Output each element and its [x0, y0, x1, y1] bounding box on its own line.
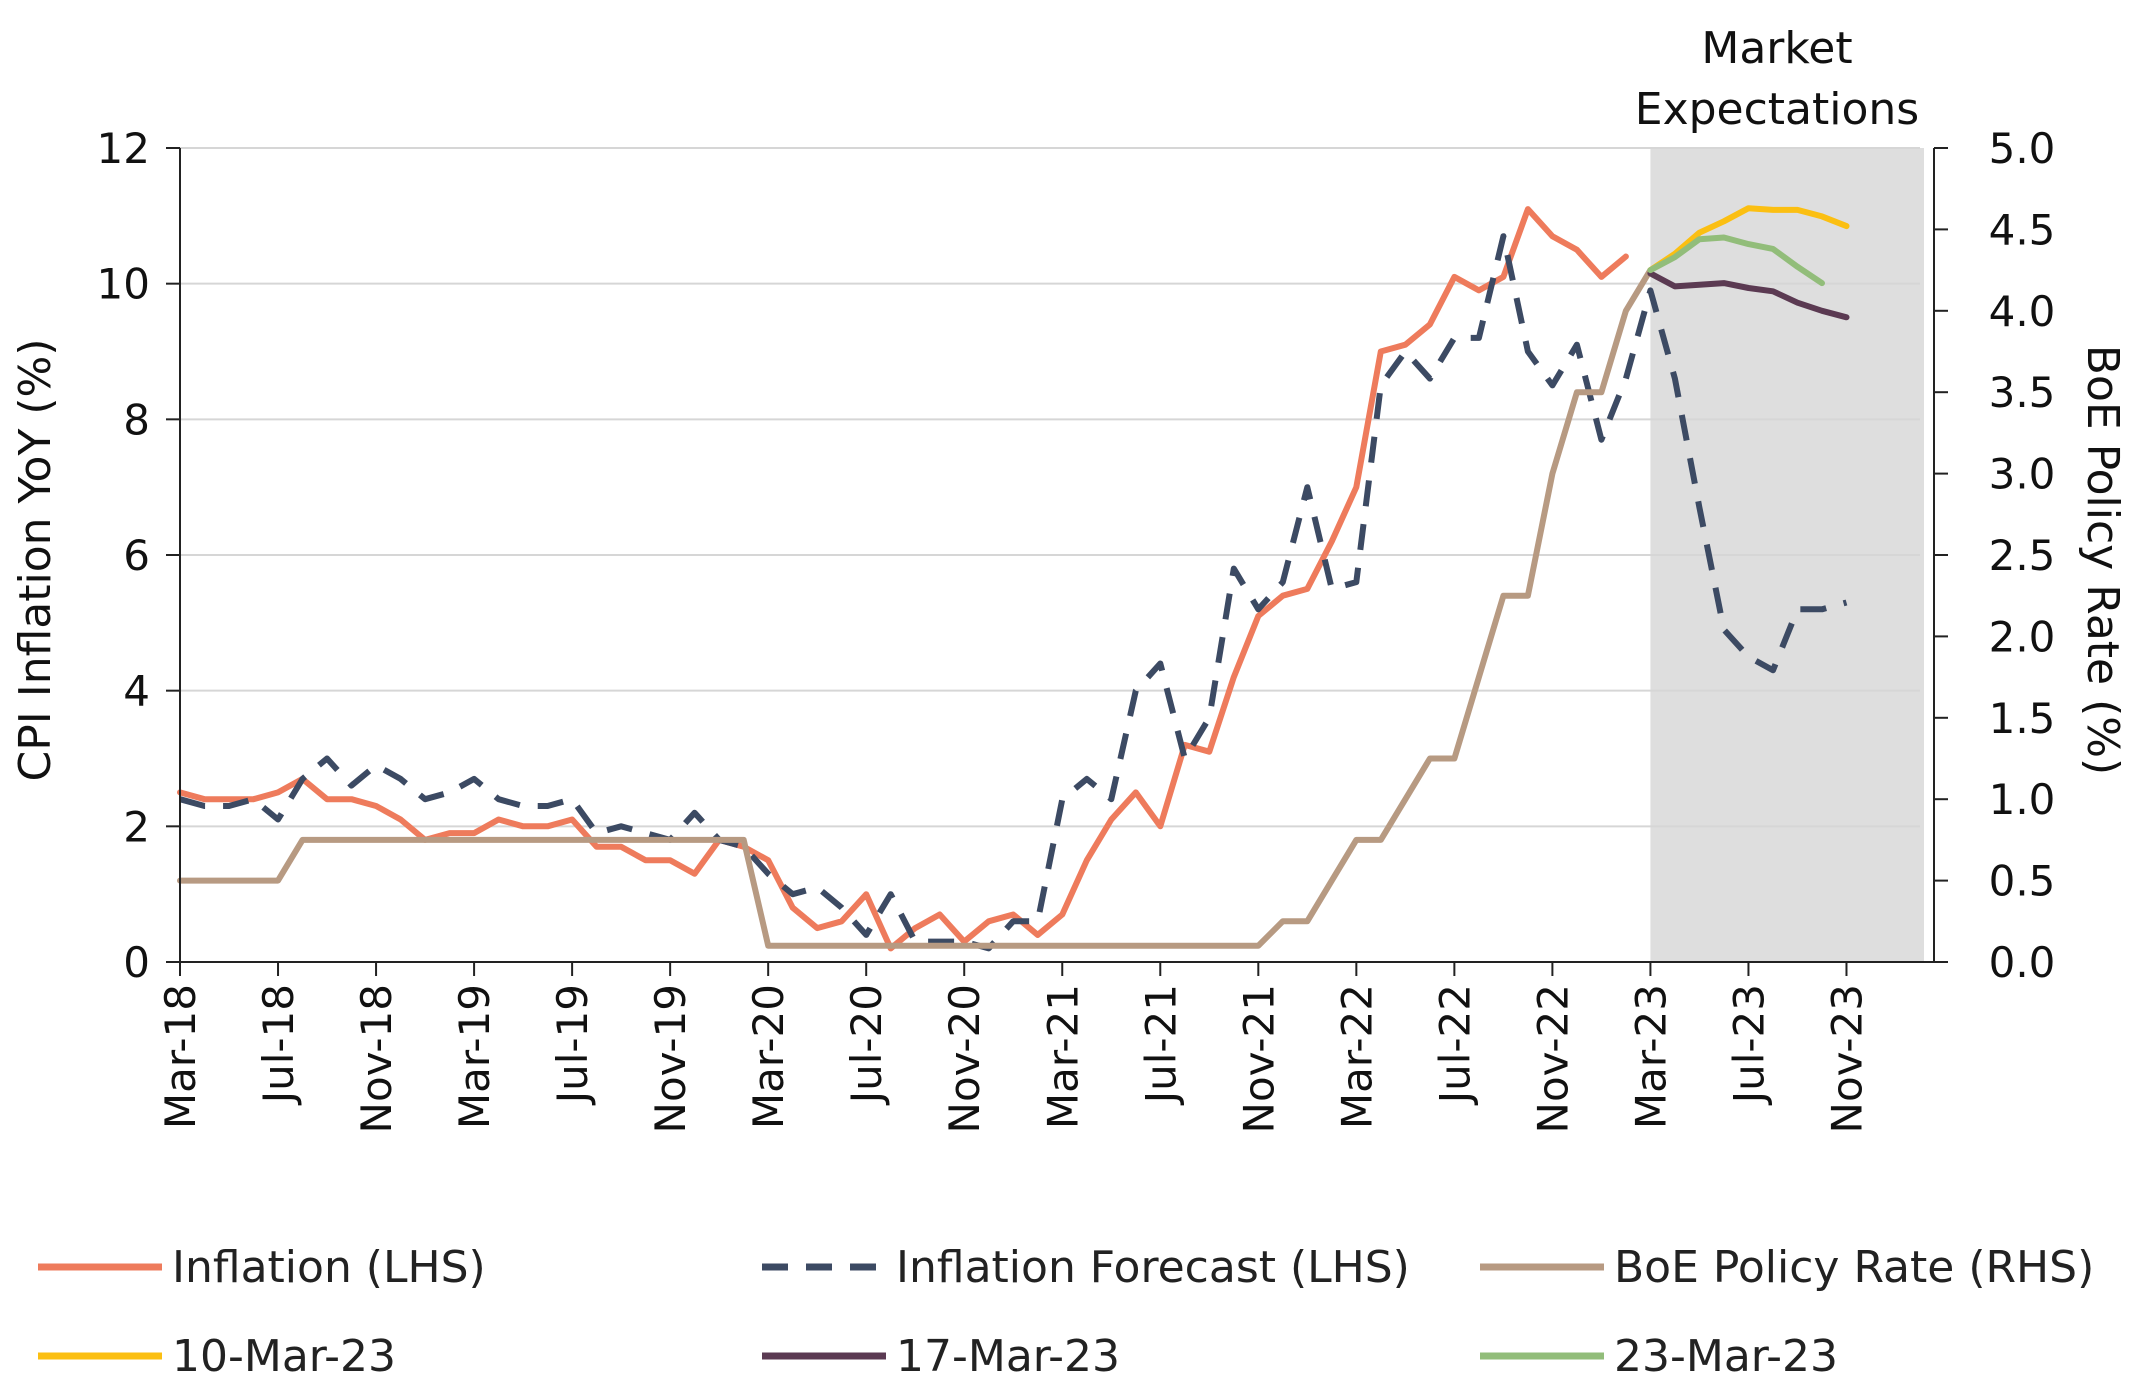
right-tick-label: 1.5: [1989, 694, 2056, 743]
shaded-region-label-line1: Market: [1701, 23, 1852, 74]
legend-label: 10-Mar-23: [172, 1331, 396, 1382]
left-axis-title: CPI Inflation YoY (%): [10, 339, 61, 782]
left-tick-label: 2: [123, 802, 150, 851]
right-tick-label: 4.5: [1989, 205, 2056, 254]
x-tick-label: Jul-23: [1724, 984, 1773, 1106]
series-line-17-mar-23: [1647, 270, 1850, 321]
series-line-inflation-lhs: [177, 206, 1629, 952]
left-tick-label: 8: [123, 395, 150, 444]
left-tick-label: 12: [97, 124, 150, 173]
x-tick-label: Jul-21: [1136, 984, 1185, 1106]
right-tick-label: 3.5: [1989, 368, 2056, 417]
series-line-23-mar-23: [1647, 234, 1825, 287]
right-tick-label: 2.0: [1989, 612, 2056, 661]
x-tick-label: Nov-22: [1528, 984, 1577, 1133]
right-tick-label: 0.0: [1989, 938, 2056, 987]
right-tick-label: 0.5: [1989, 857, 2056, 906]
right-tick-label: 2.5: [1989, 531, 2056, 580]
x-tick-label: Jul-19: [548, 984, 597, 1106]
legend-label: 17-Mar-23: [896, 1331, 1120, 1382]
x-tick-label: Nov-21: [1234, 984, 1283, 1133]
x-tick-label: Mar-18: [156, 984, 205, 1129]
x-tick-label: Mar-23: [1626, 984, 1675, 1129]
x-tick-label: Jul-22: [1430, 984, 1479, 1106]
series-line-10-mar-23: [1647, 205, 1850, 274]
x-tick-label: Jul-20: [842, 984, 891, 1106]
shaded-region-label-line2: Expectations: [1635, 84, 1919, 135]
legend: Inflation (LHS) Inflation Forecast (LHS) B…: [38, 1242, 2094, 1382]
right-tick-label: 5.0: [1989, 124, 2056, 173]
legend-label: 23-Mar-23: [1614, 1331, 1838, 1382]
legend-label: Inflation (LHS): [172, 1242, 486, 1293]
x-tick-label: Mar-22: [1332, 984, 1381, 1129]
right-tick-label: 1.0: [1989, 775, 2056, 824]
left-tick-label: 4: [123, 667, 150, 716]
x-tick-label: Nov-18: [352, 984, 401, 1133]
x-tick-label: Mar-21: [1038, 984, 1087, 1129]
right-axis-title: BoE Policy Rate (%): [2077, 345, 2128, 775]
x-tick-label: Mar-20: [744, 984, 793, 1129]
x-tick-label: Nov-20: [940, 984, 989, 1133]
right-tick-label: 3.0: [1989, 450, 2056, 499]
x-tick-label: Jul-18: [254, 984, 303, 1106]
left-tick-label: 6: [123, 531, 150, 580]
series-line-boe-policy-rate-rhs: [177, 267, 1654, 949]
legend-label: Inflation Forecast (LHS): [896, 1242, 1410, 1293]
legend-label: BoE Policy Rate (RHS): [1614, 1242, 2094, 1293]
left-tick-label: 0: [123, 938, 150, 987]
x-tick-label: Nov-23: [1822, 984, 1871, 1133]
series-line-inflation-forecast-lhs: [179, 233, 1848, 952]
left-tick-label: 10: [97, 260, 150, 309]
x-tick-label: Nov-19: [646, 984, 695, 1133]
x-tick-label: Mar-19: [450, 984, 499, 1129]
right-tick-label: 4.0: [1989, 287, 2056, 336]
